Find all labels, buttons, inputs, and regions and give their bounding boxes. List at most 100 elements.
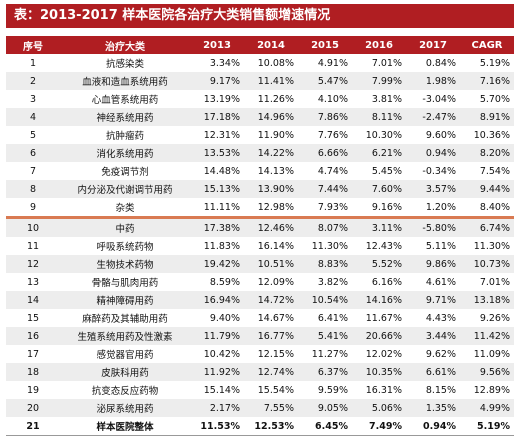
row-index: 7: [6, 162, 60, 180]
column-header: 序号: [6, 36, 60, 54]
growth-value: 7.55%: [244, 399, 298, 417]
growth-value: 11.26%: [244, 90, 298, 108]
growth-value: 6.61%: [406, 363, 460, 381]
growth-value: 14.16%: [352, 291, 406, 309]
category-name: 泌尿系统用药: [60, 399, 190, 417]
row-index: 18: [6, 363, 60, 381]
row-index: 3: [6, 90, 60, 108]
growth-value: 16.31%: [352, 381, 406, 399]
table-row: 2 血液和造血系统用药 9.17% 11.41% 5.47% 7.99% 1.98% 7.16…: [6, 72, 514, 90]
growth-value: 1.20%: [406, 198, 460, 218]
category-name: 内分泌及代谢调节用药: [60, 180, 190, 198]
growth-value: 3.81%: [352, 90, 406, 108]
growth-value: 11.79%: [190, 327, 244, 345]
category-name: 消化系统用药: [60, 144, 190, 162]
growth-value: 13.53%: [190, 144, 244, 162]
growth-value: 14.72%: [244, 291, 298, 309]
growth-value: -2.47%: [406, 108, 460, 126]
column-header: 治疗大类: [60, 36, 190, 54]
growth-value: -0.34%: [406, 162, 460, 180]
growth-value: 10.73%: [460, 255, 514, 273]
table-row: 20 泌尿系统用药 2.17% 7.55% 9.05% 5.06% 1.35% 4.99%: [6, 399, 514, 417]
table-row: 11 呼吸系统药物 11.83% 16.14% 11.30% 12.43% 5.11% 11.…: [6, 237, 514, 255]
growth-value: 13.90%: [244, 180, 298, 198]
growth-value: 8.11%: [352, 108, 406, 126]
growth-value: 8.91%: [460, 108, 514, 126]
row-index: 20: [6, 399, 60, 417]
growth-value: 10.36%: [460, 126, 514, 144]
growth-value: 13.19%: [190, 90, 244, 108]
growth-value: 7.60%: [352, 180, 406, 198]
growth-value: 7.16%: [460, 72, 514, 90]
category-name: 心血管系统用药: [60, 90, 190, 108]
growth-table: 序号 治疗大类 2013 2014 2015 2016 2017 CAGR 1 抗感染类 3.34…: [6, 36, 514, 436]
table-row: 6 消化系统用药 13.53% 14.22% 6.66% 6.21% 0.94% 8.20%: [6, 144, 514, 162]
row-index: 15: [6, 309, 60, 327]
table-title: 表：2013-2017 样本医院各治疗大类销售额增速情况: [6, 4, 514, 28]
growth-value: 10.51%: [244, 255, 298, 273]
category-name: 免疫调节剂: [60, 162, 190, 180]
growth-value: 9.56%: [460, 363, 514, 381]
growth-value: 9.05%: [298, 399, 352, 417]
growth-value: 4.74%: [298, 162, 352, 180]
growth-value: 20.66%: [352, 327, 406, 345]
growth-value: 11.90%: [244, 126, 298, 144]
growth-value: 8.20%: [460, 144, 514, 162]
table-row: 5 抗肿瘤药 12.31% 11.90% 7.76% 10.30% 9.60% 10.36%: [6, 126, 514, 144]
growth-value: 7.99%: [352, 72, 406, 90]
growth-value: 9.71%: [406, 291, 460, 309]
category-name: 感觉器官用药: [60, 345, 190, 363]
table-row: 17 感觉器官用药 10.42% 12.15% 11.27% 12.02% 9.62% 11.…: [6, 345, 514, 363]
growth-value: 5.19%: [460, 417, 514, 436]
growth-value: 3.82%: [298, 273, 352, 291]
growth-value: 9.62%: [406, 345, 460, 363]
growth-value: 11.67%: [352, 309, 406, 327]
growth-value: 12.98%: [244, 198, 298, 218]
growth-value: 5.19%: [460, 54, 514, 72]
growth-value: 9.17%: [190, 72, 244, 90]
growth-value: 10.30%: [352, 126, 406, 144]
table-row: 7 免疫调节剂 14.48% 14.13% 4.74% 5.45% -0.34% 7.54%: [6, 162, 514, 180]
growth-value: 3.34%: [190, 54, 244, 72]
growth-value: 11.30%: [460, 237, 514, 255]
growth-value: 12.53%: [244, 417, 298, 436]
growth-value: 11.30%: [298, 237, 352, 255]
table-row: 4 神经系统用药 17.18% 14.96% 7.86% 8.11% -2.47% 8.91%: [6, 108, 514, 126]
growth-value: 7.76%: [298, 126, 352, 144]
growth-value: 7.44%: [298, 180, 352, 198]
row-index: 5: [6, 126, 60, 144]
growth-value: -5.80%: [406, 216, 460, 237]
growth-value: 10.42%: [190, 345, 244, 363]
growth-value: 14.13%: [244, 162, 298, 180]
table-row: 13 骨骼与肌肉用药 8.59% 12.09% 3.82% 6.16% 4.61% 7.01%: [6, 273, 514, 291]
table-row: 10 中药 17.38% 12.46% 8.07% 3.11% -5.80% 6.74%: [6, 216, 514, 237]
growth-value: 0.84%: [406, 54, 460, 72]
row-index: 17: [6, 345, 60, 363]
growth-value: 15.14%: [190, 381, 244, 399]
growth-value: 13.18%: [460, 291, 514, 309]
growth-value: 8.07%: [298, 216, 352, 237]
row-index: 21: [6, 417, 60, 436]
growth-value: 9.86%: [406, 255, 460, 273]
growth-value: 7.01%: [460, 273, 514, 291]
column-header: 2014: [244, 36, 298, 54]
category-name: 抗肿瘤药: [60, 126, 190, 144]
column-header: 2013: [190, 36, 244, 54]
growth-value: 7.93%: [298, 198, 352, 218]
growth-value: 11.27%: [298, 345, 352, 363]
growth-value: 5.11%: [406, 237, 460, 255]
row-index: 12: [6, 255, 60, 273]
column-header: 2017: [406, 36, 460, 54]
row-index: 6: [6, 144, 60, 162]
row-index: 9: [6, 198, 60, 218]
growth-value: 15.54%: [244, 381, 298, 399]
growth-value: 8.59%: [190, 273, 244, 291]
growth-value: 3.11%: [352, 216, 406, 237]
category-name: 杂类: [60, 198, 190, 218]
growth-value: 6.41%: [298, 309, 352, 327]
growth-value: -3.04%: [406, 90, 460, 108]
growth-value: 9.16%: [352, 198, 406, 218]
row-index: 11: [6, 237, 60, 255]
growth-value: 11.41%: [244, 72, 298, 90]
growth-value: 11.83%: [190, 237, 244, 255]
